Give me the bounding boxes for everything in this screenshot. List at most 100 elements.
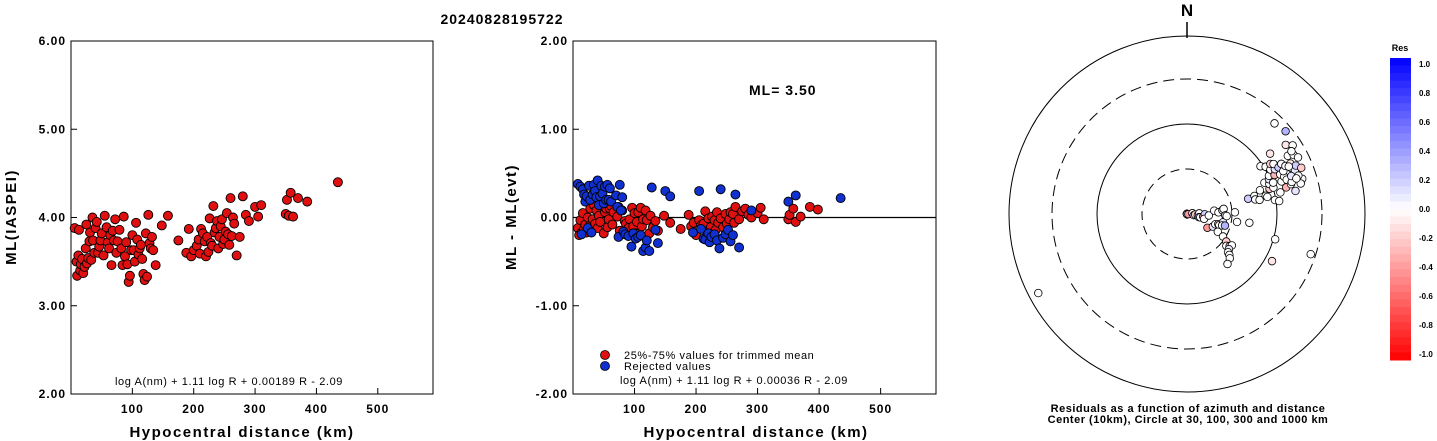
north-label: N	[1181, 1, 1193, 20]
data-point-rejected	[641, 235, 652, 246]
station-point	[1265, 149, 1275, 158]
colorbar-cell	[1390, 292, 1411, 301]
colorbar-cell	[1390, 314, 1411, 323]
colorbar-cell	[1390, 322, 1411, 331]
ring-1000km	[1008, 35, 1366, 393]
colorbar-cell	[1390, 103, 1411, 112]
data-point	[106, 260, 117, 271]
colorbar-cell	[1390, 58, 1411, 67]
data-point-rejected	[714, 243, 725, 254]
colorbar-tick-label: 0.8	[1419, 89, 1431, 98]
colorbar-cell	[1390, 118, 1411, 127]
station-point	[1281, 127, 1290, 136]
colorbar-cell	[1390, 80, 1411, 89]
data-point	[98, 250, 109, 261]
station-point	[1230, 208, 1240, 217]
station-point	[1292, 174, 1301, 183]
colorbar-cell	[1390, 125, 1411, 134]
colorbar-tick-label: -0.2	[1419, 234, 1433, 243]
station-point	[1275, 196, 1284, 206]
data-point	[683, 209, 694, 220]
ml-distance-chart: 2.00 3.00 4.00 5.00 6.00 100 200 300 400 500 log…	[3, 34, 434, 441]
data-point	[253, 211, 264, 222]
x-tick-label: 400	[305, 402, 328, 416]
y-tick-label: 3.00	[39, 299, 66, 313]
data-point	[730, 201, 741, 212]
colorbar-cell	[1390, 269, 1411, 278]
data-point	[234, 231, 245, 242]
y-tick-label: 4.00	[39, 211, 66, 225]
station-point	[1223, 259, 1232, 269]
station-point	[1263, 192, 1272, 202]
colorbar-cell	[1390, 299, 1411, 308]
colorbar-cell	[1390, 178, 1411, 187]
colorbar-cell	[1390, 231, 1411, 240]
x-tick-label: 400	[808, 402, 831, 416]
colorbar-cell	[1390, 110, 1411, 119]
colorbar-cell	[1390, 148, 1411, 157]
data-point-rejected	[626, 241, 637, 252]
map-caption-line-2: Center (10km), Circle at 30, 100, 300 an…	[1048, 414, 1329, 426]
station-point	[1270, 119, 1279, 128]
data-point-rejected	[665, 191, 676, 202]
colorbar-cell	[1390, 239, 1411, 248]
x-tick-label: 500	[366, 402, 389, 416]
colorbar-tick-label: -0.4	[1419, 263, 1433, 272]
ml-value-label: ML= 3.50	[749, 82, 817, 98]
data-point-rejected	[586, 227, 597, 238]
data-point	[755, 202, 766, 213]
residual-formula: log A(nm) + 1.11 log R + 0.00036 R - 2.0…	[620, 375, 848, 387]
data-point	[99, 210, 110, 221]
legend-marker-trimmed	[600, 350, 610, 360]
data-point	[231, 250, 242, 261]
colorbar-cell	[1390, 73, 1411, 82]
y-tick-label: 5.00	[39, 122, 66, 136]
legend-label-trimmed: 25%-75% values for trimmed mean	[624, 350, 814, 362]
colorbar-tick-label: -0.6	[1419, 292, 1433, 301]
data-point-rejected	[790, 190, 801, 201]
data-point-rejected	[604, 183, 615, 194]
data-point-rejected	[694, 186, 705, 196]
data-point	[758, 214, 769, 225]
colorbar-cell	[1390, 201, 1411, 210]
colorbar-tick-label: 0.6	[1419, 118, 1431, 127]
x-tick-label: 300	[746, 402, 769, 416]
colorbar-cell	[1390, 254, 1411, 263]
data-point	[243, 216, 254, 226]
colorbar-tick-label: 0.2	[1419, 176, 1431, 185]
legend-marker-rejected	[600, 361, 610, 371]
data-point	[156, 220, 167, 231]
station-point	[1306, 249, 1315, 259]
colorbar-cell	[1390, 246, 1411, 255]
data-point	[302, 196, 313, 207]
data-point-rejected	[650, 224, 661, 235]
colorbar-cell	[1390, 186, 1411, 195]
colorbar-cell	[1390, 284, 1411, 293]
data-point	[104, 243, 114, 254]
colorbar-cell	[1390, 224, 1411, 233]
station-point	[1255, 195, 1264, 205]
station-point	[1284, 162, 1293, 171]
ml-x-axis-label: Hypocentral distance (km)	[129, 424, 354, 441]
colorbar-cell	[1390, 65, 1411, 74]
data-point	[148, 245, 159, 256]
residual-colorbar: Res 1.0 0.8 0.6 0.4 0.2 0.0 -0.2 -0.4 -0.6 -0.8 -1…	[1390, 43, 1433, 361]
data-point	[118, 211, 129, 222]
data-point-rejected	[715, 184, 726, 195]
station-point	[1222, 211, 1231, 221]
station-point	[1232, 217, 1242, 227]
station-point	[1269, 178, 1278, 187]
data-point	[208, 201, 219, 211]
data-point-rejected	[617, 192, 628, 203]
y-tick-label: 6.00	[39, 34, 66, 48]
station-point	[1255, 186, 1265, 195]
data-point	[675, 224, 686, 234]
station-point	[1213, 227, 1223, 236]
x-tick-label: 500	[869, 402, 892, 416]
colorbar-cell	[1390, 329, 1411, 338]
ring-100km	[1096, 123, 1278, 305]
data-point	[81, 219, 92, 230]
y-tick-label: 2.00	[541, 34, 568, 48]
station-point	[1034, 288, 1043, 298]
